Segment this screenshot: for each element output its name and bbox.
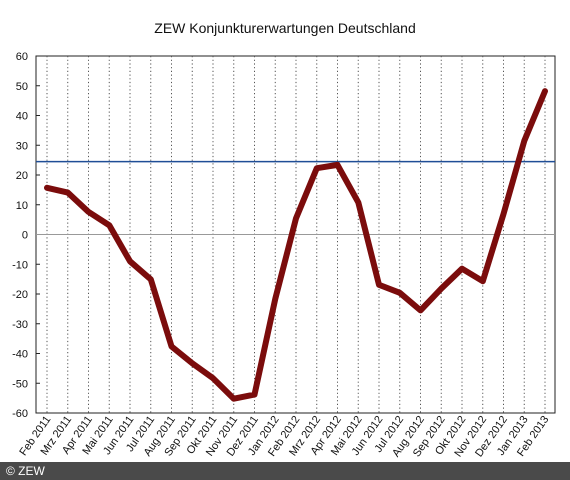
- footer-bar: © ZEW: [0, 462, 570, 480]
- y-tick-label-30: 30: [16, 140, 28, 152]
- copyright-text: © ZEW: [6, 464, 45, 478]
- y-tick-label-0: 0: [22, 230, 28, 242]
- y-tick-label--40: -40: [12, 349, 28, 361]
- y-tick-label--10: -10: [12, 259, 28, 271]
- y-tick-label-60: 60: [16, 51, 28, 63]
- y-tick-label-20: 20: [16, 170, 28, 182]
- y-tick-label--50: -50: [12, 378, 28, 390]
- y-tick-label--60: -60: [12, 408, 28, 420]
- y-tick-label--20: -20: [12, 289, 28, 301]
- chart-title: ZEW Konjunkturerwartungen Deutschland: [154, 20, 416, 36]
- y-tick-label-10: 10: [16, 200, 28, 212]
- y-tick-label-50: 50: [16, 81, 28, 93]
- y-tick-label-40: 40: [16, 111, 28, 123]
- y-tick-label--30: -30: [12, 319, 28, 331]
